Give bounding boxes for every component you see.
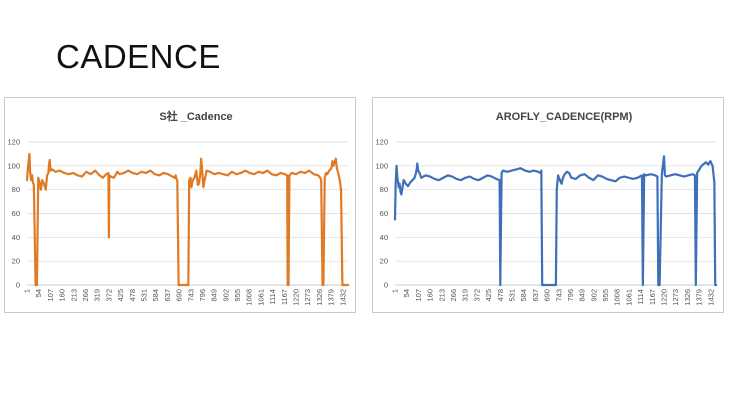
cadence-chart-left: S社 _Cadence 0 20 40 60 80 100 120 1 54 107 160 213 26…: [4, 97, 356, 313]
slide-title: CADENCE: [56, 38, 221, 75]
x-tick-label: 425: [484, 289, 493, 302]
x-tick-label: 1: [23, 289, 32, 293]
x-tick-label: 1432: [706, 289, 715, 306]
x-tick-label: 637: [531, 289, 540, 302]
x-tick-label: 1432: [338, 289, 347, 306]
x-tick-label: 690: [543, 289, 552, 302]
x-tick-label: 1326: [683, 289, 692, 306]
x-tick-label: 107: [414, 289, 423, 302]
y-tick-label: 0: [16, 281, 20, 290]
y-tick-label: 80: [380, 185, 388, 194]
x-tick-label: 1061: [624, 289, 633, 306]
x-tick-label: 266: [81, 289, 90, 302]
x-tick-label: 266: [449, 289, 458, 302]
x-tick-label: 319: [461, 289, 470, 302]
x-tick-label: 637: [163, 289, 172, 302]
x-tick-label: 743: [554, 289, 563, 302]
y-tick-label: 40: [12, 233, 20, 242]
chart-title: AROFLY_CADENCE(RPM): [496, 111, 633, 123]
y-tick-label: 80: [12, 185, 20, 194]
x-tick-label: 1167: [648, 289, 657, 305]
y-tick-label: 120: [375, 138, 388, 147]
y-tick-label: 100: [7, 161, 20, 170]
cadence-chart-right: AROFLY_CADENCE(RPM) 0 20 40 60 80 100 120 1 54 107…: [372, 97, 724, 313]
x-tick-label: 743: [186, 289, 195, 302]
x-tick-label: 319: [93, 289, 102, 302]
x-tick-label: 1379: [695, 289, 704, 306]
x-tick-label: 478: [128, 289, 137, 302]
x-tick-label: 425: [116, 289, 125, 302]
x-tick-label: 213: [69, 289, 78, 302]
x-tick-label: 478: [496, 289, 505, 302]
x-tick-label: 690: [175, 289, 184, 302]
x-tick-label: 584: [151, 289, 160, 302]
x-tick-label: 54: [402, 289, 411, 297]
x-tick-label: 372: [104, 289, 113, 302]
x-tick-label: 849: [210, 289, 219, 302]
x-tick-label: 160: [58, 289, 67, 302]
x-tick-label: 584: [519, 289, 528, 302]
x-tick-label: 955: [233, 289, 242, 302]
series-line: [393, 155, 718, 287]
x-tick-label: 1114: [636, 289, 645, 305]
x-tick-label: 1220: [660, 289, 669, 306]
y-tick-label: 60: [380, 209, 388, 218]
x-tick-label: 1061: [256, 289, 265, 306]
x-tick-label: 1114: [268, 289, 277, 305]
chart-title: S社 _Cadence: [159, 109, 232, 123]
series-line: [25, 152, 350, 287]
x-tick-label: 1167: [280, 289, 289, 305]
x-tick-label: 902: [221, 289, 230, 302]
x-tick-label: 1: [391, 289, 400, 293]
x-tick-label: 1326: [315, 289, 324, 306]
x-tick-label: 160: [426, 289, 435, 302]
y-tick-label: 20: [12, 257, 20, 266]
x-tick-label: 531: [507, 289, 516, 302]
y-tick-label: 60: [12, 209, 20, 218]
y-tick-label: 100: [375, 161, 388, 170]
cadence-chart-left-plot: S社 _Cadence 0 20 40 60 80 100 120 1 54 107 160 213 26…: [7, 109, 350, 306]
x-tick-label: 1273: [671, 289, 680, 306]
x-tick-label: 213: [437, 289, 446, 302]
x-tick-label: 531: [139, 289, 148, 302]
x-tick-label: 796: [198, 289, 207, 302]
y-tick-label: 120: [7, 138, 20, 147]
x-tick-label: 1379: [327, 289, 336, 306]
y-tick-label: 0: [384, 281, 388, 290]
x-tick-label: 1273: [303, 289, 312, 306]
x-tick-label: 902: [589, 289, 598, 302]
x-tick-label: 955: [601, 289, 610, 302]
x-tick-label: 1220: [292, 289, 301, 306]
x-tick-label: 372: [472, 289, 481, 302]
y-tick-label: 40: [380, 233, 388, 242]
x-tick-label: 54: [34, 289, 43, 297]
cadence-chart-right-plot: AROFLY_CADENCE(RPM) 0 20 40 60 80 100 120 1 54 107…: [375, 111, 718, 306]
y-tick-label: 20: [380, 257, 388, 266]
x-tick-label: 1008: [613, 289, 622, 306]
x-tick-label: 107: [46, 289, 55, 302]
x-tick-label: 796: [566, 289, 575, 302]
x-tick-label: 1008: [245, 289, 254, 306]
x-tick-label: 849: [578, 289, 587, 302]
